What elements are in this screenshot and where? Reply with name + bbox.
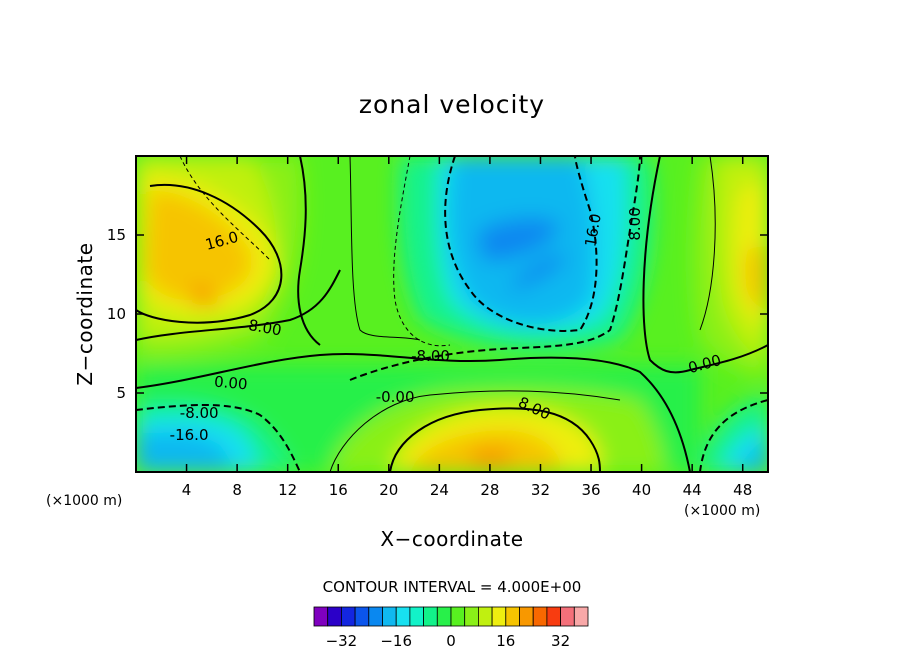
contour-label: 0.00 — [213, 373, 248, 394]
contour-line — [642, 156, 768, 374]
colorbar-swatch — [368, 606, 383, 627]
contour-line — [389, 407, 601, 472]
contour-line — [136, 269, 341, 341]
field-region — [468, 447, 515, 467]
colorbar-swatch — [327, 606, 342, 627]
colorbar-swatch — [560, 606, 575, 627]
field-region — [145, 190, 252, 300]
y-axis: 5 10 15 — [107, 226, 768, 402]
colorbar-tick-label: 32 — [551, 632, 570, 650]
x-tick-label: 48 — [733, 481, 752, 499]
x-tick-label: 20 — [379, 481, 398, 499]
colorbar-swatch — [464, 606, 479, 627]
x-tick-label: 12 — [278, 481, 297, 499]
plot-area: 16.08.000.00-8.00-16.0-8.00-0.00 8.0016.0… — [136, 156, 768, 472]
colorbar-swatch — [505, 606, 520, 627]
x-axis-label: X−coordinate — [380, 527, 523, 551]
contour-line — [179, 156, 271, 261]
colorbar-swatch — [477, 606, 493, 627]
contour-line — [699, 156, 716, 331]
colorbar-swatch — [354, 606, 370, 627]
x-tick-label: 16 — [329, 481, 348, 499]
x-tick-label: 40 — [632, 481, 651, 499]
colorbar-swatch — [532, 606, 548, 627]
contour-line — [349, 156, 421, 341]
contour-line — [297, 156, 321, 346]
colorbar-tick-label: −16 — [380, 632, 412, 650]
x-tick-label: 36 — [581, 481, 600, 499]
velocity-field — [136, 156, 768, 472]
contour-label: 8.00 — [626, 207, 644, 240]
contour-label: -0.00 — [376, 388, 415, 406]
field-region — [190, 286, 218, 307]
contour-line — [699, 399, 768, 472]
contour-line — [136, 404, 301, 472]
colorbar-tick-label: 0 — [446, 632, 456, 650]
contour-label: -16.0 — [170, 426, 209, 444]
y-axis-label: Z−coordinate — [73, 242, 97, 385]
contour-label: 16.0 — [581, 212, 605, 248]
y-unit-label: (×1000 m) — [684, 503, 760, 519]
chart-title: zonal velocity — [359, 90, 545, 119]
colorbar-swatch — [573, 606, 589, 627]
colorbar-swatch — [382, 606, 397, 627]
contour-label: -8.00 — [411, 347, 450, 365]
field-region — [745, 246, 768, 310]
x-tick-label: 24 — [430, 481, 449, 499]
colorbar-swatch — [546, 606, 562, 627]
colorbar-swatch — [491, 606, 507, 627]
contour-label: 8.00 — [247, 316, 283, 340]
x-tick-label: 4 — [182, 481, 192, 499]
x-tick-label: 8 — [232, 481, 242, 499]
contour-interval-note: CONTOUR INTERVAL = 4.000E+00 — [323, 578, 582, 596]
contour-line — [349, 156, 641, 381]
colorbar-swatch — [519, 606, 534, 627]
field-region — [510, 254, 568, 290]
x-tick-label: 44 — [683, 481, 702, 499]
colorbar-swatch — [340, 606, 356, 627]
field-shading — [136, 156, 768, 472]
contour-lines — [136, 156, 768, 472]
x-unit-label: (×1000 m) — [46, 493, 122, 509]
x-tick-label: 32 — [531, 481, 550, 499]
colorbar: −32 −16 0 16 32 — [313, 606, 589, 650]
contour-line — [393, 156, 451, 347]
contour-line — [136, 352, 691, 472]
field-region — [136, 432, 232, 472]
contour-line — [136, 184, 283, 324]
colorbar-swatch — [423, 606, 438, 627]
contour-label: -8.00 — [180, 404, 219, 422]
contour-line — [444, 156, 598, 332]
colorbar-swatch — [436, 606, 452, 627]
colorbar-swatch — [409, 606, 424, 627]
contour-labels: 16.08.000.00-8.00-16.0-8.00-0.00 8.0016.0… — [170, 207, 723, 444]
colorbar-swatch — [395, 606, 411, 627]
field-region — [478, 218, 560, 262]
y-tick-label: 10 — [107, 305, 126, 323]
x-tick-label: 28 — [480, 481, 499, 499]
colorbar-tick-label: 16 — [496, 632, 515, 650]
x-axis: 4 8 12 16 20 24 28 32 36 40 44 48 — [182, 156, 752, 499]
colorbar-swatch — [450, 606, 466, 627]
field-region — [740, 442, 768, 472]
colorbar-tick-label: −32 — [326, 632, 358, 650]
y-tick-label: 5 — [116, 384, 126, 402]
y-tick-label: 15 — [107, 226, 126, 244]
colorbar-swatch — [313, 606, 329, 627]
contour-line — [329, 390, 621, 472]
